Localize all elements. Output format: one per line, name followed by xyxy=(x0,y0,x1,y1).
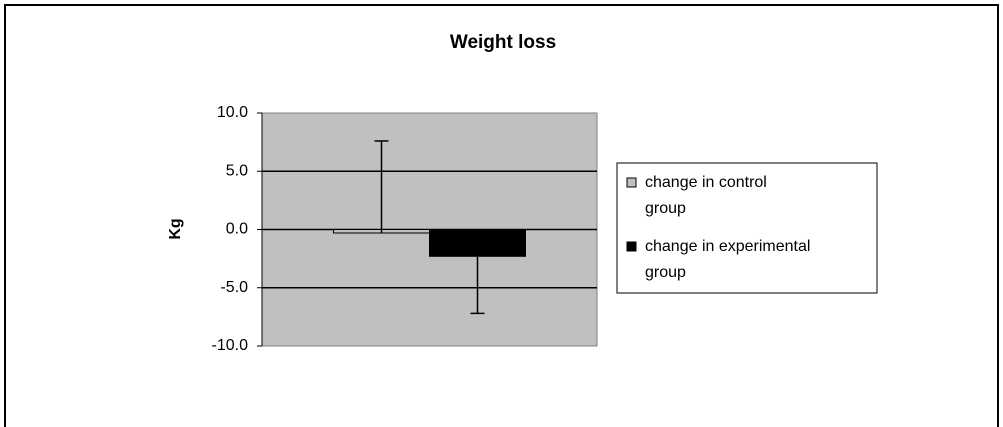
chart-border xyxy=(4,4,999,427)
y-axis-label: Kg xyxy=(167,218,184,239)
y-tick-label: -5.0 xyxy=(220,279,248,296)
legend-box xyxy=(616,162,878,294)
legend-label: change in experimental group xyxy=(645,238,810,281)
chart-title: Weight loss xyxy=(450,32,556,53)
y-tick-label: -10.0 xyxy=(212,337,249,354)
y-tick-label: 5.0 xyxy=(226,162,248,179)
y-tick-label: 10.0 xyxy=(217,104,248,121)
legend-marker xyxy=(626,241,637,252)
y-tick-label: 0.0 xyxy=(226,221,248,238)
bar xyxy=(429,229,526,257)
legend-marker xyxy=(626,177,637,188)
legend-label: change in control group xyxy=(645,174,767,217)
